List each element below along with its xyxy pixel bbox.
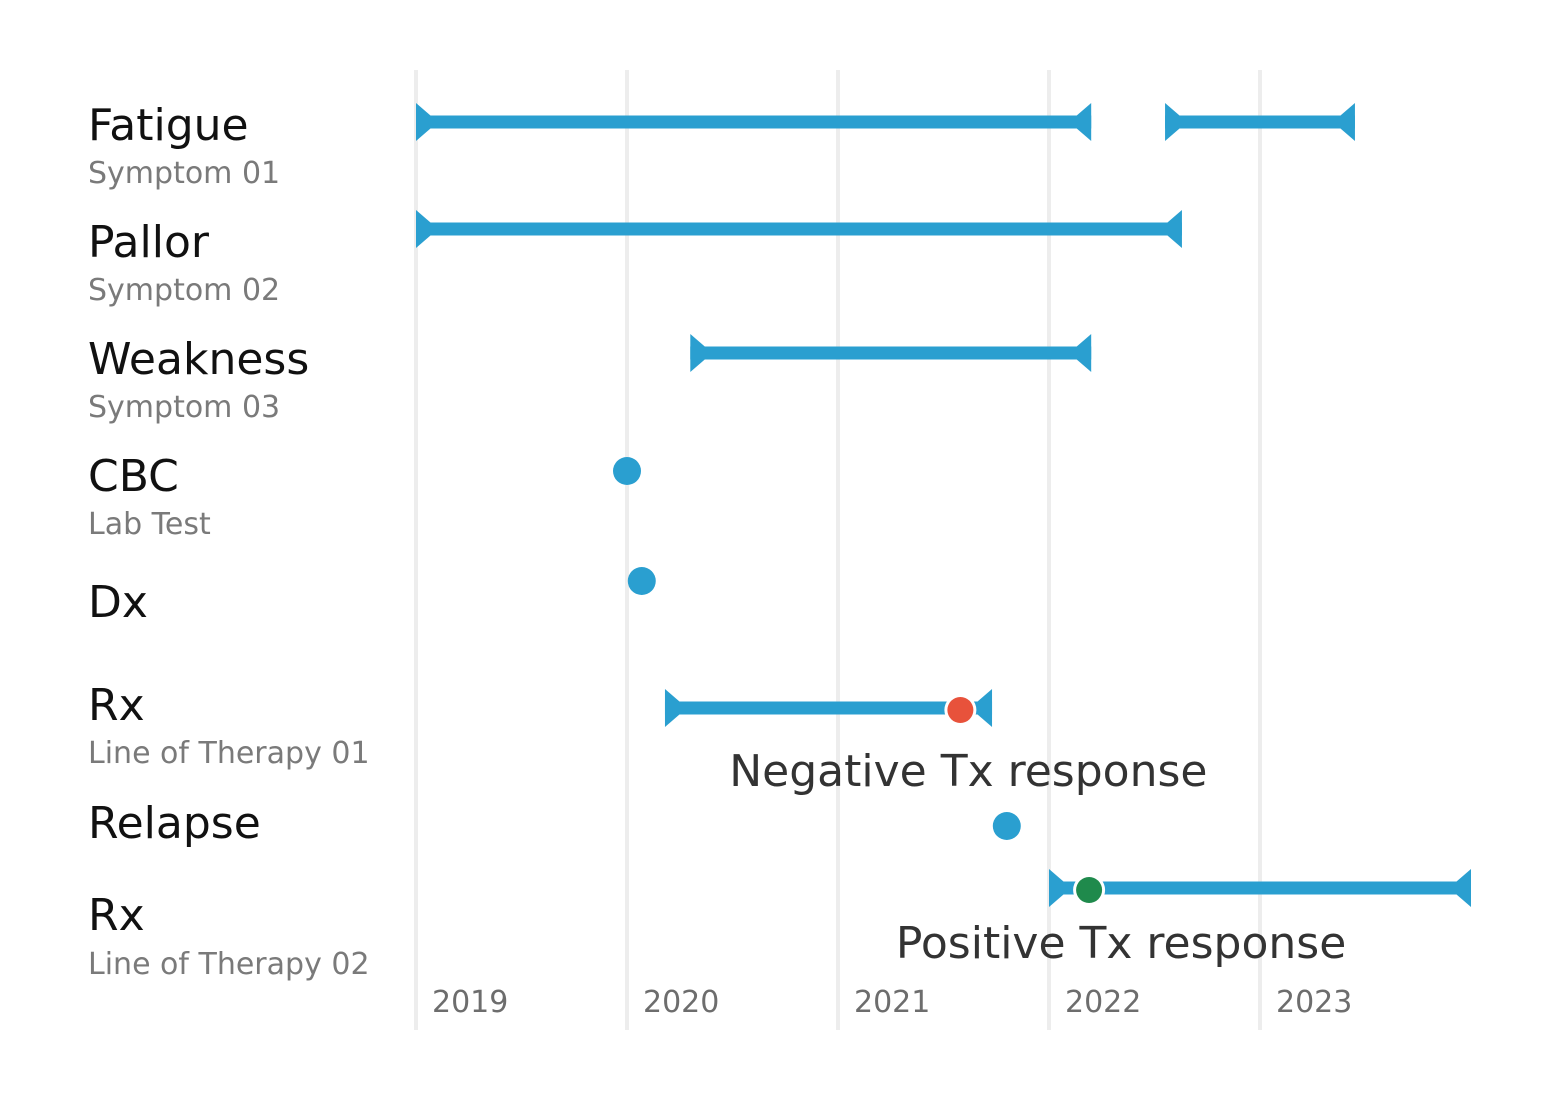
range-start-marker [664,689,687,727]
x-tick-label-2023: 2023 [1276,985,1352,1020]
range-start-marker [416,210,438,248]
range-start-marker [690,334,713,372]
x-axis-ticks: 2019 2020 2021 2022 2023 [432,985,1352,1020]
row-subtitle: Symptom 03 [88,390,280,425]
row-title-relapse: Relapse [88,798,261,849]
row-title-pallor: Pallor [88,217,210,268]
range-line [1165,115,1355,129]
positive-response-point [1076,877,1103,903]
timeline-marks [416,103,1471,907]
annotations: Negative Tx response Positive Tx response [729,694,1346,969]
range-bar [416,103,1092,141]
row-title-rx: Rx [88,680,145,731]
range-line [1049,881,1471,895]
x-tick-label-2020: 2020 [643,985,719,1020]
range-end-marker [1069,103,1092,141]
row-subtitle: Line of Therapy 02 [88,947,370,982]
range-line [416,115,1092,129]
row-title-fatigue: Fatigue [88,100,249,151]
row-title-dx: Dx [88,577,148,628]
range-end-marker [1069,334,1092,372]
x-tick-label-2022: 2022 [1065,985,1141,1020]
positive-response-label: Positive Tx response [896,918,1346,969]
x-tick-label-2019: 2019 [432,985,508,1020]
range-line [664,701,993,715]
row-subtitle: Lab Test [88,507,211,542]
row-title-rx: Rx [88,890,145,941]
range-bar [1165,103,1355,141]
range-bar [1049,869,1471,907]
row-labels: Fatigue Symptom 01 Pallor Symptom 02 Weaknes… [88,100,370,982]
negative-response-label: Negative Tx response [729,746,1207,797]
range-bar [690,334,1092,372]
row-subtitle: Symptom 02 [88,273,280,308]
range-line [416,222,1182,236]
range-line [690,346,1092,360]
range-start-marker [416,103,438,141]
range-bar [664,689,993,727]
range-end-marker [970,689,993,727]
range-bar [416,210,1182,248]
row-subtitle: Symptom 01 [88,156,280,191]
range-end-marker [1159,210,1182,248]
range-start-marker [1165,103,1188,141]
event-point [613,457,641,485]
range-start-marker [1049,869,1071,907]
negative-response-point [947,697,974,723]
event-point [992,812,1021,840]
range-end-marker [1332,103,1355,141]
row-title-weakness: Weakness [88,334,309,385]
range-end-marker [1449,869,1471,907]
row-title-cbc: CBC [88,451,179,502]
event-point [627,567,656,595]
row-subtitle: Line of Therapy 01 [88,736,370,771]
x-tick-label-2021: 2021 [854,985,930,1020]
